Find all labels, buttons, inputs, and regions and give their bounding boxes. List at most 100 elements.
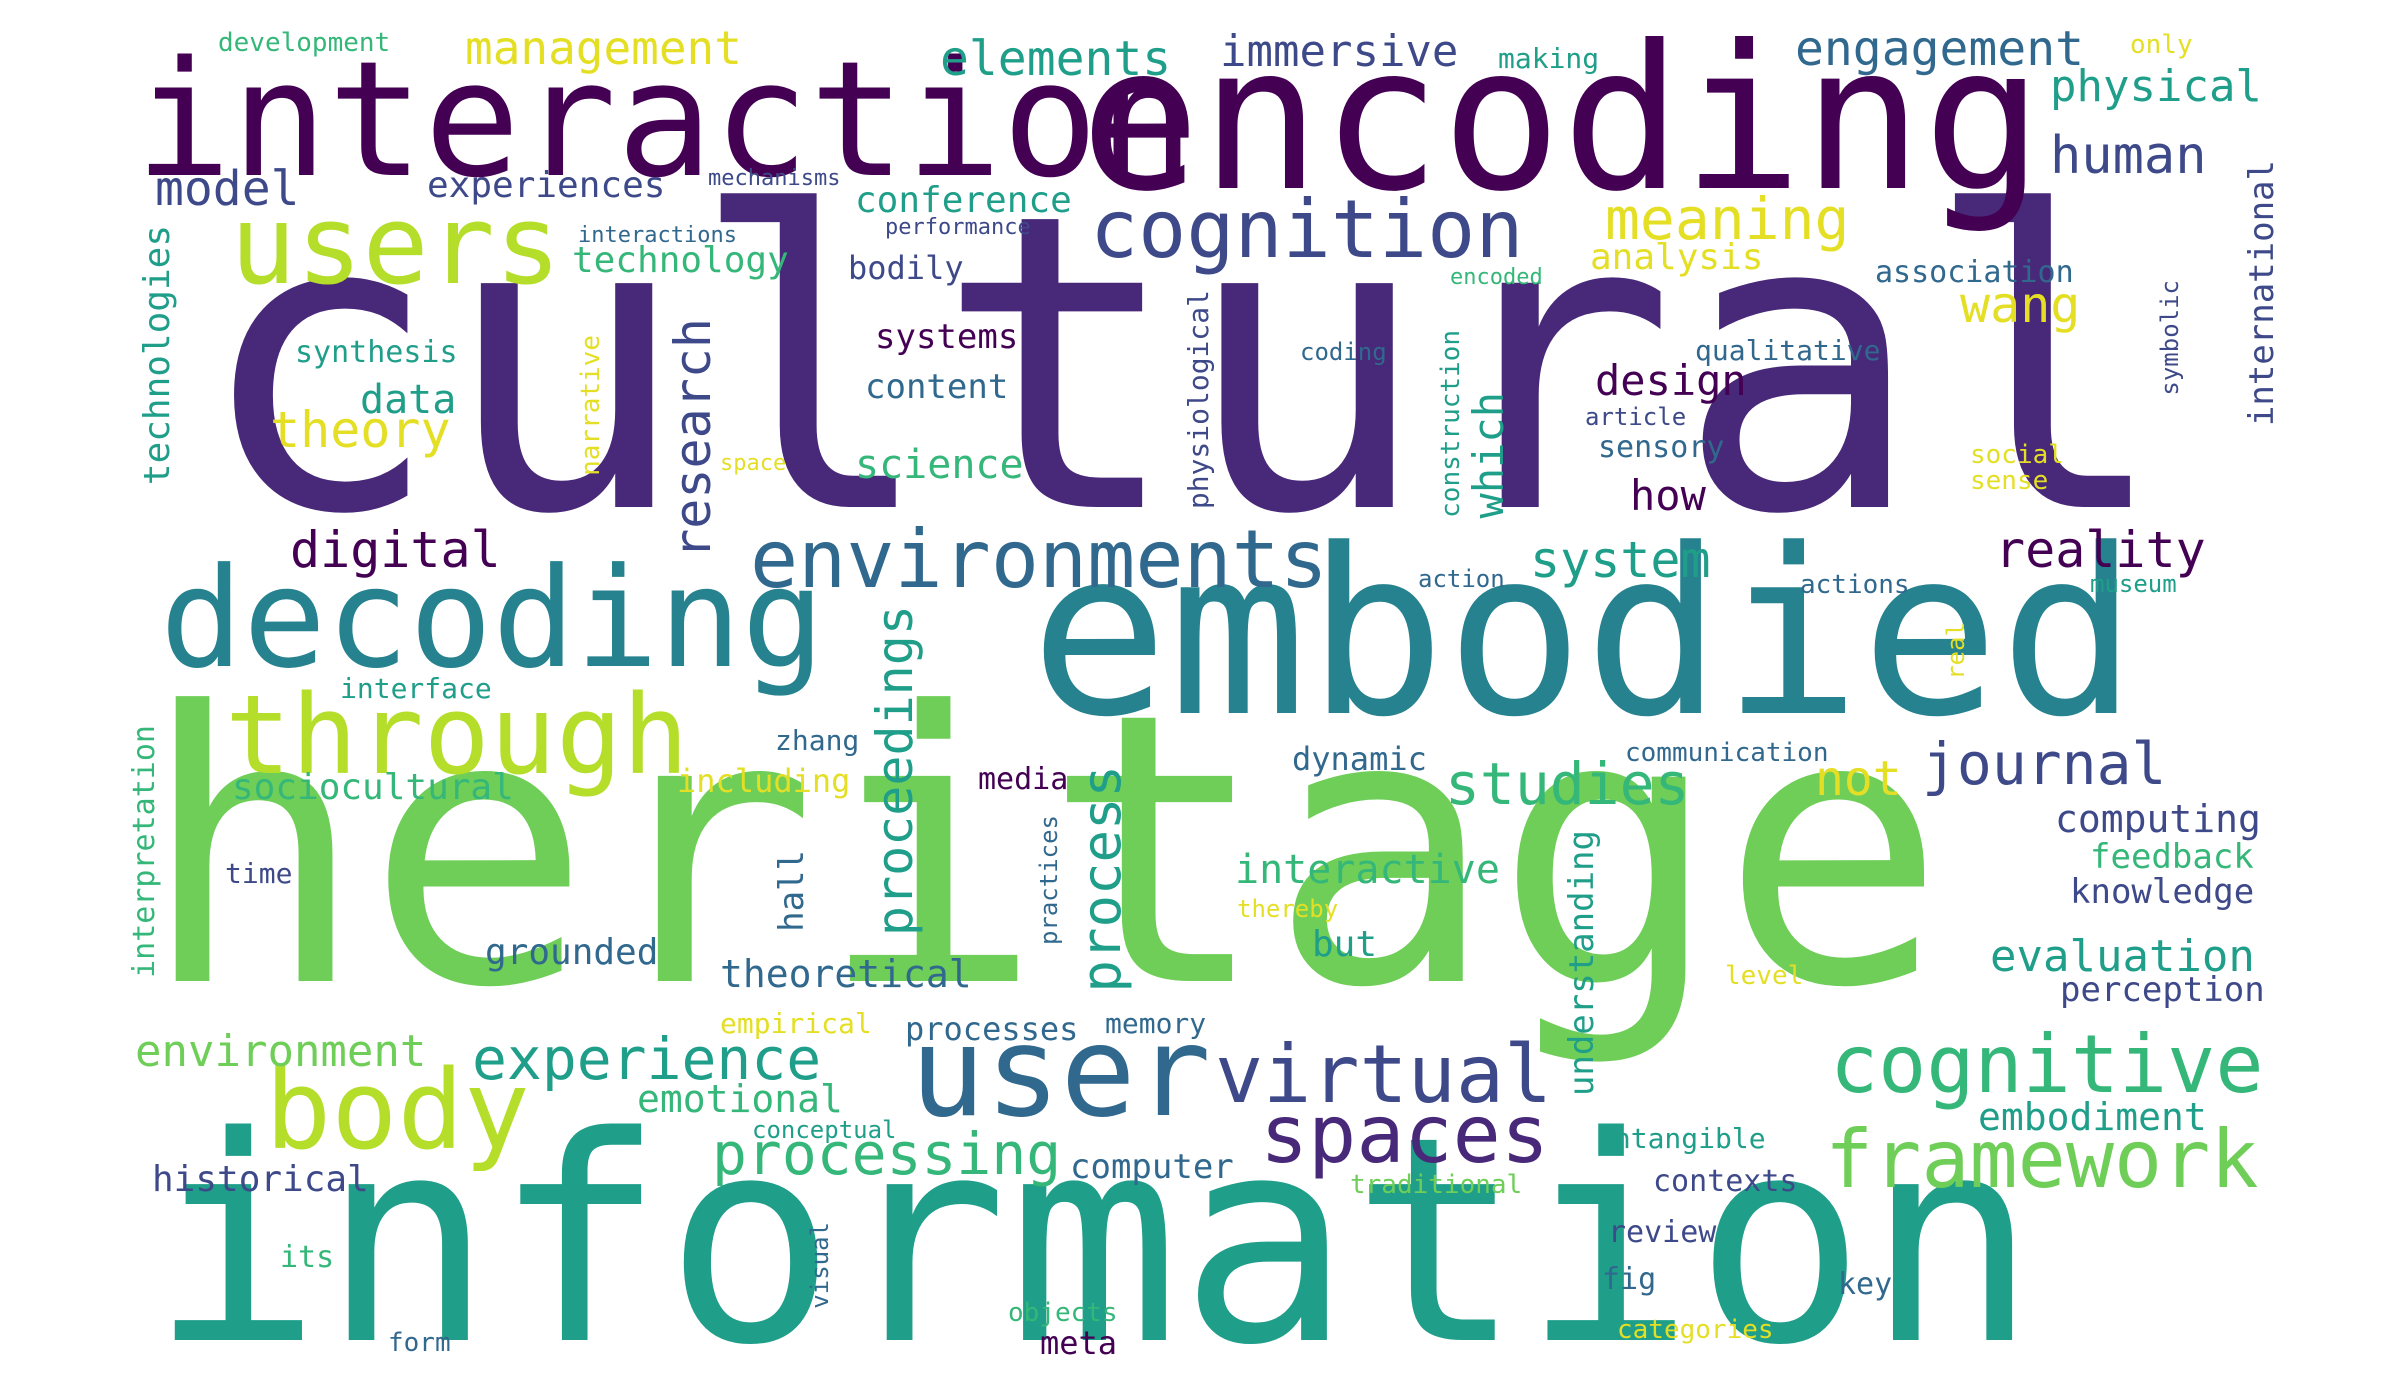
word-feedback: feedback xyxy=(2090,837,2254,877)
word-construction: construction xyxy=(1436,330,1466,518)
word-sensory: sensory xyxy=(1598,430,1725,465)
word-making: making xyxy=(1498,42,1600,75)
word-objects: objects xyxy=(1008,1298,1118,1328)
word-sociocultural: sociocultural xyxy=(232,767,514,808)
word-level: level xyxy=(1725,961,1804,991)
word-analysis: analysis xyxy=(1590,237,1764,278)
word-user: user xyxy=(910,1000,1212,1145)
word-technologies: technologies xyxy=(137,225,178,486)
word-understanding: understanding xyxy=(1562,830,1602,1097)
word-interactions: interactions xyxy=(578,223,737,248)
word-cultural: cultural xyxy=(195,126,2170,604)
word-meaning: meaning xyxy=(1605,185,1850,253)
word-research: research xyxy=(664,318,722,559)
word-science: science xyxy=(855,442,1024,488)
word-computing: computing xyxy=(2055,797,2261,841)
word-including: including xyxy=(677,762,851,800)
word-coding: coding xyxy=(1300,338,1387,366)
word-categories: categories xyxy=(1617,1315,1774,1345)
word-historical: historical xyxy=(152,1159,369,1200)
word-management: management xyxy=(465,21,742,75)
word-decoding: decoding xyxy=(160,538,825,699)
word-bodily: bodily xyxy=(848,249,964,287)
word-performance: performance xyxy=(885,215,1031,240)
word-design: design xyxy=(1595,356,1747,405)
word-cognition: cognition xyxy=(1090,183,1524,276)
word-knowledge: knowledge xyxy=(2070,872,2255,912)
word-journal: journal xyxy=(1922,730,2167,798)
word-real: real xyxy=(1942,622,1970,680)
word-time: time xyxy=(225,857,293,890)
word-process: process xyxy=(1070,765,1133,993)
word-physical: physical xyxy=(2050,61,2262,112)
word-interaction: interaction xyxy=(135,26,1195,213)
word-intangible: intangible xyxy=(1597,1122,1766,1155)
word-data: data xyxy=(360,377,457,423)
word-traditional: traditional xyxy=(1350,1170,1523,1200)
word-how: how xyxy=(1630,471,1706,520)
word-theoretical: theoretical xyxy=(720,952,972,996)
word-theory: theory xyxy=(270,401,451,459)
word-symbolic: symbolic xyxy=(2156,280,2184,396)
word-cognitive: cognitive xyxy=(1830,1018,2264,1111)
word-wang: wang xyxy=(1960,276,2081,334)
word-embodiment: embodiment xyxy=(1978,1095,2207,1139)
word-which: which xyxy=(1464,392,1513,519)
word-virtual: virtual xyxy=(1215,1028,1553,1121)
word-actions: actions xyxy=(1800,570,1910,600)
word-interactive: interactive xyxy=(1235,847,1500,893)
word-zhang: zhang xyxy=(775,724,860,757)
word-through: through xyxy=(225,671,689,799)
word-system: system xyxy=(1530,531,1711,589)
word-users: users xyxy=(230,181,562,309)
word-human: human xyxy=(2050,126,2207,186)
word-not: not xyxy=(1815,751,1902,807)
word-computer: computer xyxy=(1070,1147,1234,1187)
word-international: international xyxy=(2242,160,2282,427)
word-association: association xyxy=(1875,255,2074,290)
word-framework: framework xyxy=(1825,1113,2259,1206)
word-memory: memory xyxy=(1105,1007,1207,1040)
word-content: content xyxy=(865,367,1009,407)
word-communication: communication xyxy=(1625,738,1829,768)
word-hall: hall xyxy=(772,850,812,932)
word-environments: environments xyxy=(750,513,1328,606)
word-experience: experience xyxy=(472,1025,822,1093)
word-museum: museum xyxy=(2090,570,2177,598)
word-physiological: physiological xyxy=(1182,290,1215,510)
word-encoded: encoded xyxy=(1450,265,1543,290)
word-processing: processing xyxy=(712,1120,1062,1188)
word-fig: fig xyxy=(1602,1262,1657,1297)
word-space: space xyxy=(720,451,787,476)
word-practices: practices xyxy=(1035,815,1063,946)
word-experiences: experiences xyxy=(427,165,666,206)
word-dynamic: dynamic xyxy=(1292,740,1427,778)
word-sense: sense xyxy=(1970,466,2049,496)
word-embodied: embodied xyxy=(1030,501,2138,768)
word-conference: conference xyxy=(855,180,1072,221)
word-systems: systems xyxy=(875,317,1019,357)
word-contexts: contexts xyxy=(1653,1164,1798,1199)
word-review: review xyxy=(1608,1215,1717,1250)
word-action: action xyxy=(1418,565,1505,593)
word-empirical: empirical xyxy=(720,1007,872,1040)
word-emotional: emotional xyxy=(637,1077,843,1121)
word-encoding: encoding xyxy=(1080,3,2044,236)
word-proceedings: proceedings xyxy=(866,605,924,937)
word-mechanisms: mechanisms xyxy=(708,166,841,191)
word-narrative: narrative xyxy=(576,335,606,476)
word-form: form xyxy=(388,1328,451,1358)
word-spaces: spaces xyxy=(1260,1088,1549,1181)
word-digital: digital xyxy=(290,521,501,579)
word-social: social xyxy=(1970,440,2064,470)
word-model: model xyxy=(155,161,300,217)
word-perception: perception xyxy=(2060,970,2265,1010)
word-conceptual: conceptual xyxy=(752,1116,897,1144)
word-evaluation: evaluation xyxy=(1990,931,2255,982)
word-qualitative: qualitative xyxy=(1695,334,1881,367)
word-article: article xyxy=(1585,403,1687,431)
word-studies: studies xyxy=(1445,750,1690,818)
word-interpretation: interpretation xyxy=(127,725,162,978)
word-media: media xyxy=(978,762,1069,797)
